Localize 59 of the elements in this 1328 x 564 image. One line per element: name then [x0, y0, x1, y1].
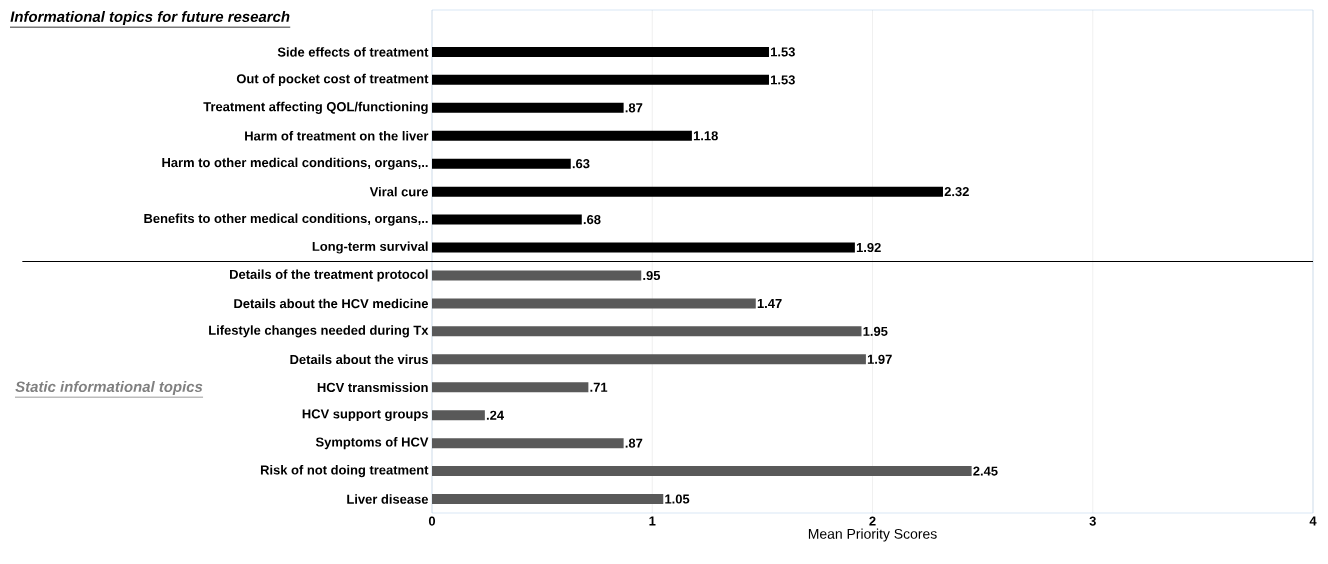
bar [432, 382, 589, 393]
bar [432, 326, 862, 337]
data-label: .87 [625, 103, 643, 113]
text: Static informational topics [15, 381, 203, 395]
y-tick-label: HCV support groups [302, 409, 428, 422]
bar [432, 102, 624, 113]
x-axis-title: Mean Priority Scores [808, 528, 937, 542]
bar [432, 186, 943, 197]
y-tick-label: Risk of not doing treatment [260, 465, 429, 478]
bar [432, 158, 571, 169]
y-tick-label: Side effects of treatment [277, 47, 429, 57]
data-label: 2.32 [944, 187, 969, 197]
data-label: 1.05 [665, 494, 690, 504]
data-label: 2.45 [973, 466, 998, 476]
data-label: 1.53 [771, 75, 795, 85]
bar [432, 410, 485, 421]
y-tick-label: Symptoms of HCV [315, 437, 429, 450]
x-tick-label: 1 [649, 516, 656, 526]
data-label: 1.95 [863, 326, 888, 336]
data-label: 1.18 [693, 131, 718, 141]
bar [432, 354, 866, 365]
bar [432, 466, 972, 477]
text: Informational topics for future research [10, 11, 290, 25]
bar [432, 130, 692, 141]
y-tick-label: Treatment affecting QOL/functioning [203, 101, 428, 114]
x-tick-label: 2 [869, 516, 876, 526]
bar [432, 270, 642, 281]
x-tick-label: 4 [1309, 516, 1317, 526]
data-label: .63 [572, 159, 590, 169]
bar [432, 242, 855, 253]
y-tick-label: Benefits to other medical conditions, organs,.. [144, 213, 428, 226]
y-tick-label: Long-term survival [312, 241, 428, 254]
data-label: 1.97 [867, 354, 892, 364]
data-label: 1.92 [856, 242, 881, 253]
data-label: .24 [486, 410, 504, 420]
data-label: .87 [625, 438, 643, 448]
y-tick-label: Lifestyle changes needed during Tx [209, 325, 429, 338]
data-label: 1.47 [757, 298, 782, 308]
bar [432, 298, 756, 309]
y-tick-label: Harm of treatment on the liver [245, 130, 429, 141]
y-tick-label: Liver disease [347, 494, 429, 504]
data-label: .95 [643, 270, 661, 281]
x-tick-label: 0 [428, 516, 436, 526]
bar [432, 214, 582, 225]
bar [432, 494, 664, 505]
data-label: 1.53 [771, 47, 795, 57]
bar [432, 74, 769, 85]
y-tick-label: HCV transmission [317, 382, 428, 393]
y-tick-label: Out of pocket cost of treatment [236, 73, 429, 86]
y-tick-label: Viral cure [369, 186, 429, 197]
bar [432, 46, 769, 57]
y-tick-label: Details about the virus [290, 354, 428, 365]
y-tick-label: Harm to other medical conditions, organs,.. [162, 157, 428, 170]
y-tick-label: Details about the HCV medicine [234, 298, 429, 309]
data-label: .68 [583, 215, 601, 225]
y-tick-label: Details of the treatment protocol [230, 269, 428, 282]
data-label: .71 [590, 382, 608, 392]
bar [432, 438, 624, 449]
x-tick-label: 3 [1089, 516, 1096, 526]
